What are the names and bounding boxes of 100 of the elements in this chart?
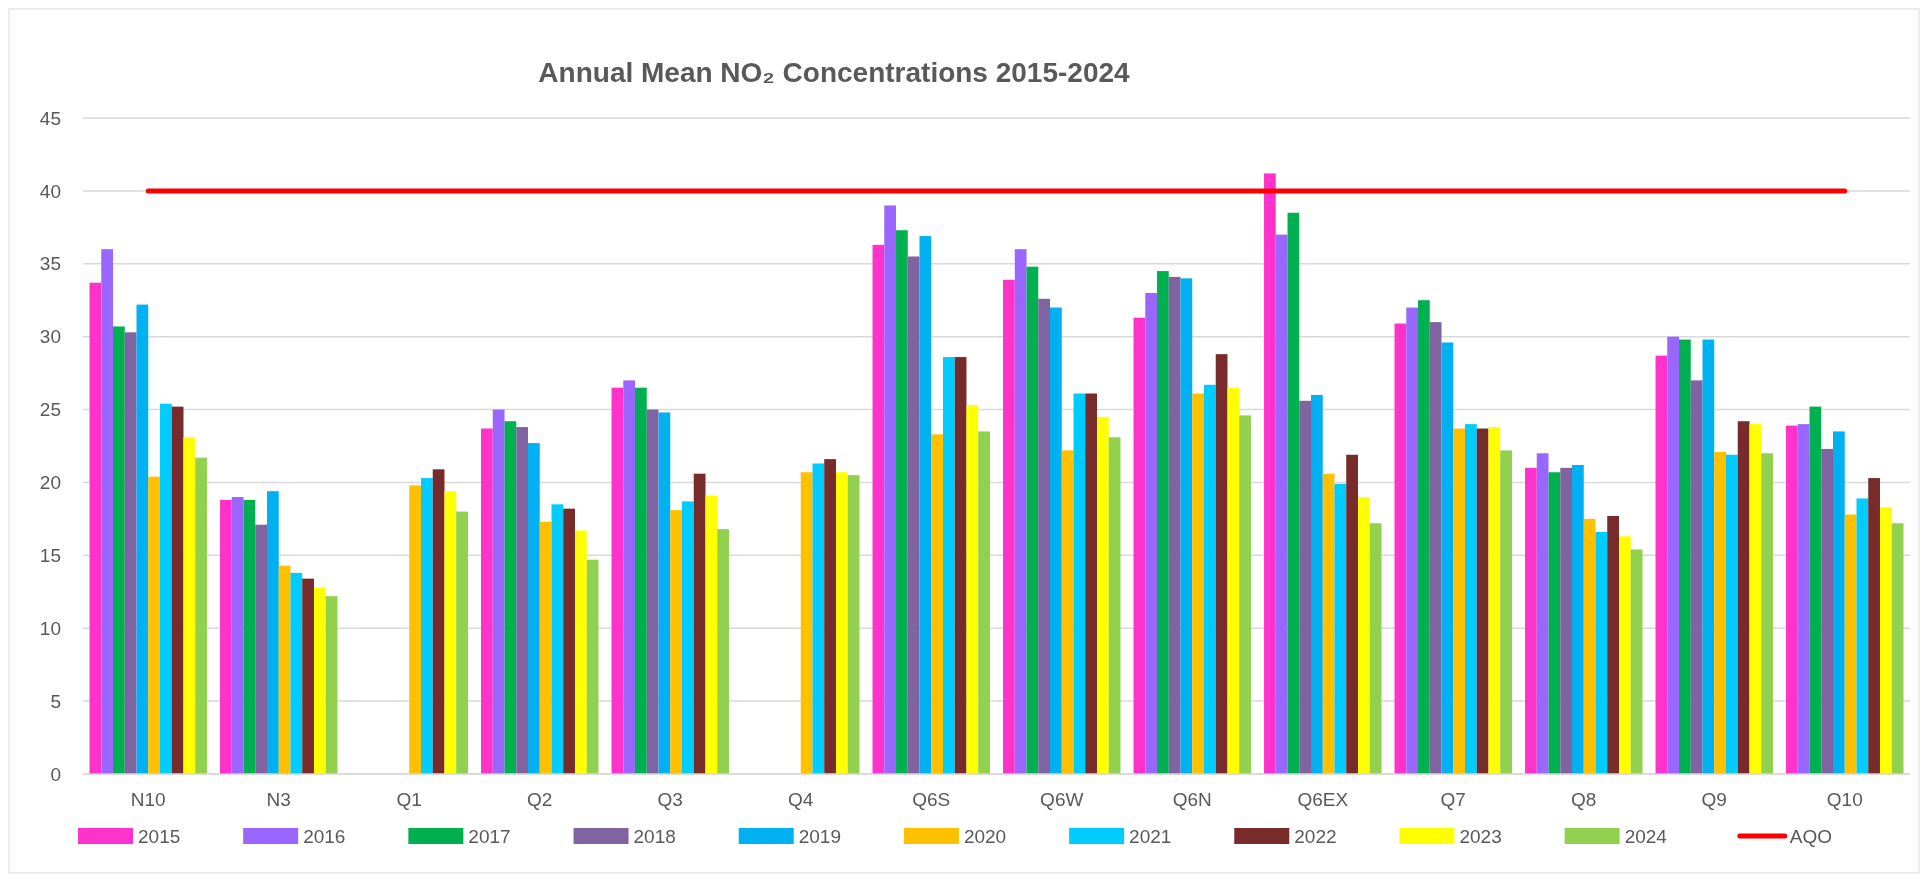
bar [919,236,932,774]
bar [1322,473,1335,774]
bar [1133,317,1146,774]
bar [1630,549,1643,774]
bar [1797,424,1810,774]
bar [896,230,908,774]
bar [563,508,575,774]
bar [623,380,636,774]
bar [148,476,160,774]
bar [1264,173,1276,774]
bar [824,459,836,774]
bar [658,412,671,774]
bar [943,357,955,774]
bar [1180,278,1193,774]
bar [1275,234,1288,774]
bar [1786,425,1798,774]
bar [313,587,326,774]
bar [1500,450,1512,774]
bar [481,428,493,774]
bar [113,326,125,774]
bar [1809,406,1822,774]
bar [1761,453,1773,774]
bar [611,387,624,774]
bar [195,457,207,774]
y-tick-label: 5 [50,690,61,712]
bar [101,249,114,774]
bar [171,406,184,774]
legend-label: 2024 [1624,825,1668,847]
bar [1157,271,1169,774]
bar [1572,464,1584,774]
bar [1406,307,1419,774]
bar [409,485,421,774]
y-tick-label: 30 [39,326,61,348]
bar [1548,472,1561,774]
bar [812,463,825,774]
bar [89,282,102,774]
y-tick-label: 40 [39,180,61,202]
bar [278,565,291,774]
bar [1429,322,1442,774]
bar [966,405,979,774]
bar [1667,336,1680,774]
x-tick-label: Q7 [1440,789,1466,810]
bar [255,524,268,774]
x-tick-label: Q2 [527,789,553,810]
chart-title: Annual Mean NO₂ Concentrations 2015-2024 [538,57,1131,88]
bar [1203,384,1216,774]
bar [1868,478,1880,774]
bar [1821,448,1834,774]
bar [444,491,457,774]
y-tick-label: 25 [39,399,61,421]
bar [1749,424,1762,774]
bar [1536,453,1549,774]
x-tick-label: Q10 [1826,789,1863,810]
bar [1311,394,1323,774]
y-tick-label: 0 [50,763,61,785]
x-tick-label: Q8 [1571,789,1597,810]
x-tick-label: Q6S [912,789,951,810]
bar [551,504,564,774]
bar [1441,342,1454,774]
bar [1618,536,1631,774]
x-tick-label: Q6N [1172,789,1212,810]
bar [528,443,540,774]
bar [1476,428,1489,774]
bar [1085,393,1097,774]
bar [835,472,848,774]
bar [693,473,706,774]
bar [1560,467,1573,774]
bar [1879,507,1892,774]
x-tick-label: Q1 [396,789,422,810]
bar [432,469,445,774]
y-tick-label: 35 [39,253,61,275]
bar [1525,467,1537,774]
bar [1394,323,1407,774]
bar [492,409,505,774]
bar [907,256,920,774]
bar [539,521,552,774]
legend-label: 2016 [303,825,346,847]
bar [800,472,813,774]
bar [1096,416,1109,774]
bar [1607,515,1619,774]
bar [220,499,232,774]
bar [1702,339,1715,774]
bar [1073,393,1086,774]
bar [1299,400,1312,774]
bar [1168,276,1181,774]
bar [1215,354,1228,774]
legend-label: 2021 [1129,825,1172,847]
bar [160,403,172,774]
bar [1453,428,1465,774]
bar [586,559,599,774]
bar [705,495,718,774]
bar [1725,454,1738,774]
bar [504,421,517,774]
bar [1369,523,1382,774]
bar [456,511,468,774]
bar [516,427,529,774]
bar [1655,355,1668,774]
bar [1595,532,1608,774]
bar [682,501,694,774]
y-tick-label: 10 [39,617,61,639]
